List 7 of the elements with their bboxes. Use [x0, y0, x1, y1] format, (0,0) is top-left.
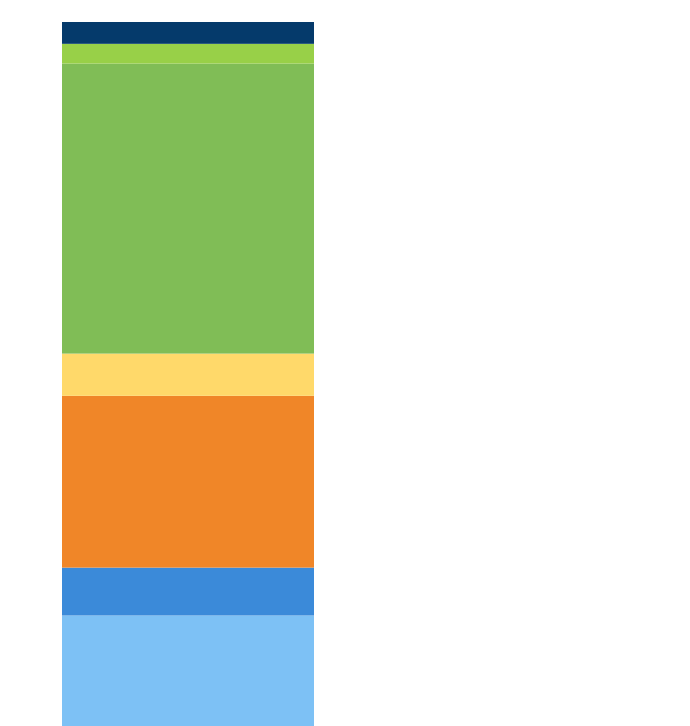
bar [62, 567, 314, 616]
bar [62, 43, 314, 64]
bar [62, 395, 314, 568]
bar [62, 22, 314, 44]
bar [62, 353, 314, 396]
bar [62, 63, 314, 354]
bar [62, 615, 314, 726]
